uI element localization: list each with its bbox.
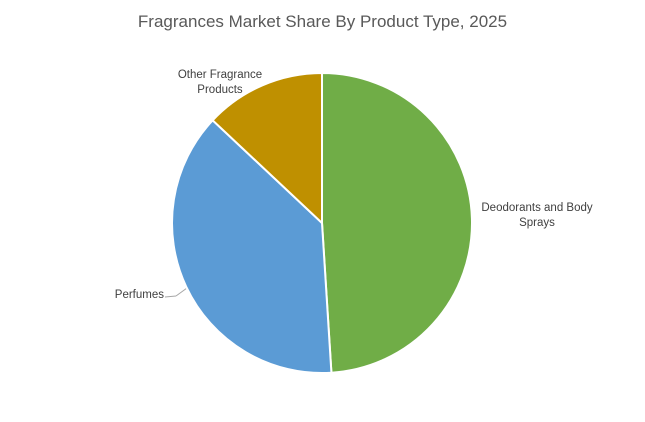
slice-label: Other Fragrance Products: [177, 69, 263, 96]
slice-label: Perfumes: [114, 289, 164, 301]
pie-slice: [171, 118, 333, 374]
pie-slice: [211, 71, 323, 226]
chart-title: Fragrances Market Share By Product Type,…: [137, 12, 508, 31]
leader-line: [175, 287, 188, 297]
pie-slice: [321, 71, 473, 374]
slice-label: Deodorants and Body Sprays: [481, 202, 593, 229]
leader-line: [164, 295, 177, 298]
